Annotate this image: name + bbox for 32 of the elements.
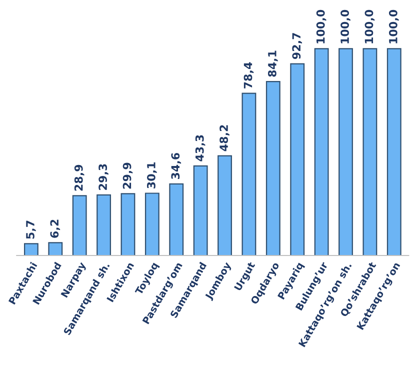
- bar: [144, 192, 160, 256]
- bar: [314, 48, 329, 256]
- bar: [72, 195, 87, 256]
- data-label: 6,2: [50, 220, 60, 238]
- data-label: 28,9: [74, 164, 84, 191]
- bar: [169, 183, 184, 256]
- bar: [242, 92, 256, 256]
- data-label: 29,3: [98, 164, 108, 190]
- bar: [193, 165, 208, 256]
- data-label: 78,4: [244, 62, 254, 88]
- bar: [362, 48, 378, 256]
- data-label: 92,7: [292, 33, 302, 60]
- bar: [218, 155, 232, 256]
- data-label: 84,1: [268, 50, 278, 77]
- bar: [120, 193, 136, 256]
- bar: [266, 81, 280, 256]
- bar: [24, 243, 38, 256]
- bar: [338, 48, 353, 256]
- data-label: 100,0: [364, 10, 375, 44]
- data-label: 100,0: [388, 10, 399, 44]
- data-label: 48,2: [220, 125, 230, 152]
- bar: [290, 63, 305, 256]
- bar: [386, 48, 402, 256]
- data-label: 43,3: [195, 135, 206, 162]
- data-label: 34,6: [171, 152, 182, 180]
- data-label: 29,9: [122, 162, 133, 189]
- data-label: 5,7: [26, 220, 36, 239]
- bar: [48, 242, 63, 256]
- data-label: 30,1: [147, 162, 157, 188]
- data-label: 100,0: [340, 10, 350, 44]
- data-label: 100,0: [316, 10, 326, 44]
- bar: [96, 194, 111, 256]
